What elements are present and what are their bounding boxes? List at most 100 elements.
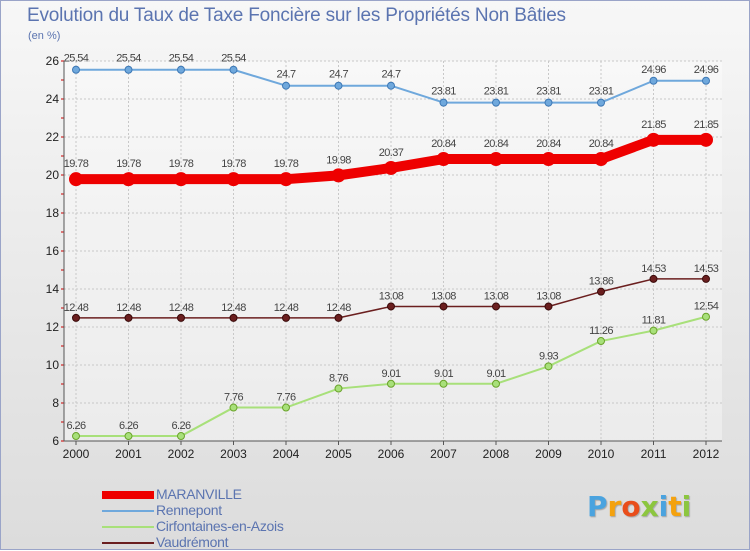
data-label: 24.96	[694, 64, 719, 76]
data-point	[124, 432, 133, 441]
data-label: 25.54	[64, 53, 89, 65]
data-label: 20.37	[379, 147, 404, 159]
data-point	[439, 98, 448, 107]
data-point	[72, 65, 80, 74]
y-tick-label: 14	[46, 282, 60, 296]
data-point	[649, 326, 658, 335]
data-label: 25.54	[169, 53, 194, 65]
data-label: 21.85	[641, 119, 666, 131]
x-tick-label: 2005	[325, 447, 352, 461]
data-label: 7.76	[224, 392, 243, 404]
x-tick-label: 2007	[430, 447, 457, 461]
data-point	[331, 168, 346, 183]
data-point	[702, 312, 710, 321]
y-tick-label: 10	[46, 358, 60, 372]
data-point	[544, 98, 553, 107]
data-label: 20.84	[536, 138, 561, 150]
legend-swatch	[102, 526, 154, 528]
data-point	[282, 81, 290, 90]
data-label: 13.08	[484, 290, 509, 302]
data-point	[334, 81, 343, 90]
data-label: 12.48	[64, 302, 89, 314]
data-point	[594, 152, 608, 167]
data-point	[492, 302, 500, 311]
y-axis-unit-label: (en %)	[28, 30, 61, 42]
data-label: 12.48	[326, 302, 351, 314]
data-point	[702, 274, 710, 283]
y-tick-label: 26	[46, 54, 60, 68]
data-point	[282, 313, 290, 322]
series-vaudremont	[72, 274, 710, 322]
data-point	[544, 362, 553, 371]
legend-label: Vaudrémont	[156, 534, 229, 550]
x-tick-label: 2004	[273, 447, 300, 461]
series-cirfontaines-en-azois	[72, 312, 710, 441]
data-point	[121, 172, 136, 187]
chart-title: Evolution du Taux de Taxe Foncière sur l…	[27, 5, 566, 26]
data-point	[229, 65, 238, 74]
data-label: 19.78	[274, 158, 299, 170]
data-point	[387, 81, 395, 90]
legend-label: MARANVILLE	[156, 486, 242, 502]
y-tick-label: 24	[46, 92, 60, 106]
data-label: 19.78	[169, 158, 194, 170]
data-label: 25.54	[116, 53, 141, 65]
data-label: 20.84	[484, 138, 509, 150]
legend-label: Rennepont	[156, 502, 222, 518]
data-point	[282, 403, 290, 412]
legend-swatch	[102, 542, 154, 544]
data-label: 24.96	[641, 64, 666, 76]
data-point	[387, 379, 395, 388]
data-point	[541, 152, 556, 167]
data-point	[492, 98, 500, 107]
data-point	[436, 152, 451, 167]
logo-letter: t	[668, 490, 682, 523]
data-label: 24.7	[329, 69, 348, 81]
data-label: 9.01	[434, 368, 453, 380]
data-label: 19.78	[221, 158, 246, 170]
data-label: 8.76	[329, 373, 348, 385]
logo-letter: o	[621, 490, 641, 523]
data-point	[699, 132, 713, 147]
data-label: 12.48	[274, 302, 299, 314]
y-tick-label: 20	[46, 168, 60, 182]
data-label: 9.01	[486, 368, 505, 380]
data-point	[124, 65, 133, 74]
logo-letter: i	[681, 490, 692, 523]
data-label: 21.85	[694, 119, 719, 131]
logo-letter: x	[640, 490, 659, 523]
data-label: 14.53	[641, 263, 666, 275]
legend-swatch	[102, 491, 154, 499]
data-label: 9.01	[381, 368, 400, 380]
data-point	[646, 132, 661, 147]
data-label: 13.08	[536, 290, 561, 302]
data-label: 6.26	[66, 420, 85, 432]
data-label: 11.81	[642, 315, 666, 327]
logo-letter: r	[607, 490, 622, 523]
data-label: 12.54	[694, 301, 719, 313]
y-tick-label: 18	[46, 206, 60, 220]
data-point	[439, 302, 448, 311]
x-tick-label: 2002	[168, 447, 195, 461]
data-label: 11.26	[589, 325, 613, 337]
data-label: 7.76	[276, 392, 295, 404]
logo-letter: P	[587, 490, 608, 523]
y-tick-label: 16	[46, 244, 60, 258]
data-point	[489, 152, 503, 167]
y-tick-label: 6	[52, 434, 59, 448]
data-labels-layer: 25.54 25.54 25.54 25.54 24.7 24.7 24.7 23.81 23.…	[64, 53, 720, 432]
data-point	[72, 313, 80, 322]
x-tick-label: 2008	[483, 447, 510, 461]
data-label: 19.98	[326, 154, 351, 166]
x-tick-label: 2010	[588, 447, 615, 461]
data-label: 23.81	[431, 86, 456, 98]
data-label: 25.54	[221, 53, 246, 65]
legend-swatch	[102, 510, 154, 512]
series-layer	[69, 65, 713, 441]
data-label: 6.26	[119, 420, 138, 432]
data-point	[174, 172, 188, 187]
data-label: 9.93	[539, 350, 558, 362]
data-label: 14.53	[694, 263, 719, 275]
